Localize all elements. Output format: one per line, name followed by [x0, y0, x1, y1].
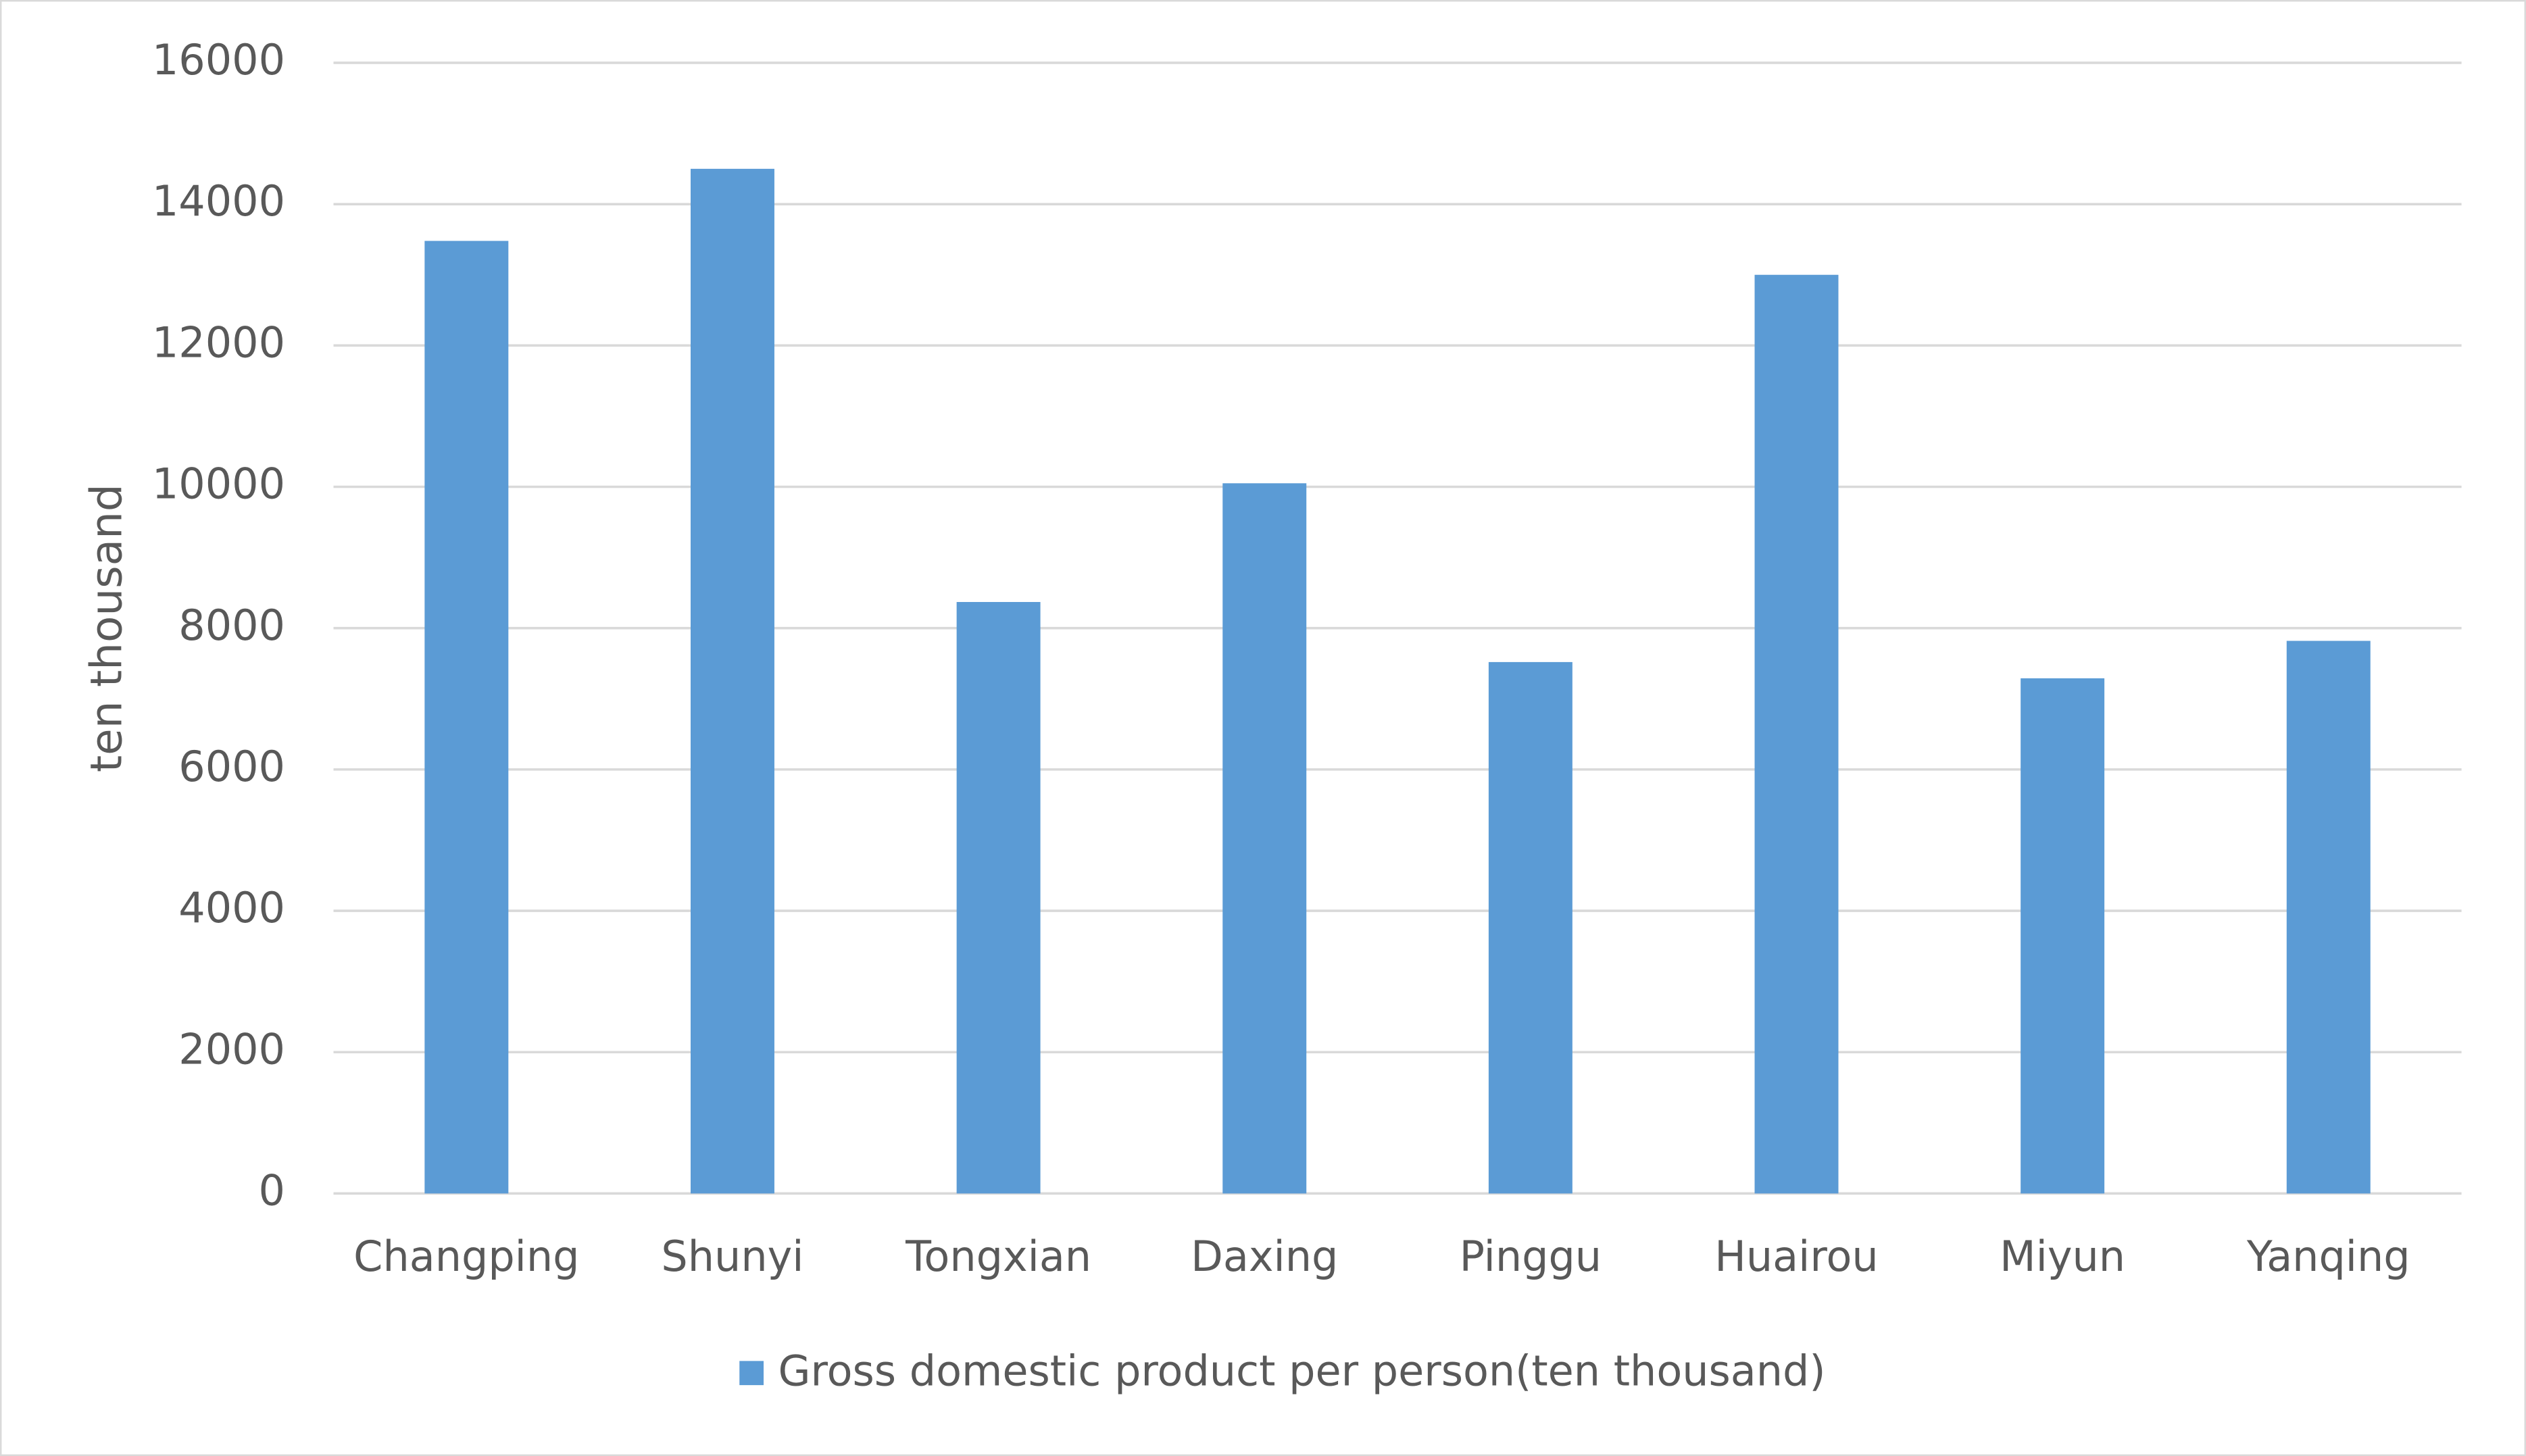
bar: [1488, 661, 1572, 1194]
x-tick-label: Changping: [353, 1232, 579, 1281]
x-tick-label: Tongxian: [905, 1232, 1091, 1281]
legend-label: Gross domestic product per person(ten th…: [778, 1347, 1825, 1396]
y-tick-label: 0: [259, 1166, 285, 1215]
y-tick-label: 12000: [152, 318, 285, 367]
bar: [1222, 483, 1307, 1194]
y-tick-label: 16000: [152, 35, 285, 84]
x-tick-label: Huairou: [1714, 1232, 1878, 1281]
bar: [690, 168, 774, 1194]
bar: [2286, 641, 2371, 1194]
y-tick-label: 8000: [178, 601, 285, 650]
x-tick-label: Shunyi: [661, 1232, 803, 1281]
y-tick-label: 4000: [178, 883, 285, 932]
bar: [1754, 274, 1839, 1194]
bar: [424, 241, 509, 1194]
x-tick-label: Miyun: [2000, 1232, 2125, 1281]
y-tick-label: 10000: [152, 459, 285, 509]
y-tick-label: 2000: [178, 1024, 285, 1074]
y-tick-label: 14000: [152, 176, 285, 226]
y-tick-label: 6000: [178, 742, 285, 791]
x-tick-label: Daxing: [1191, 1232, 1338, 1281]
legend-swatch: [739, 1361, 764, 1386]
x-tick-label: Pinggu: [1460, 1232, 1602, 1281]
x-tick-label: Yanqing: [2246, 1232, 2410, 1281]
bar: [2021, 678, 2105, 1194]
y-axis-label: ten thousand: [82, 484, 132, 772]
bar: [956, 602, 1041, 1194]
